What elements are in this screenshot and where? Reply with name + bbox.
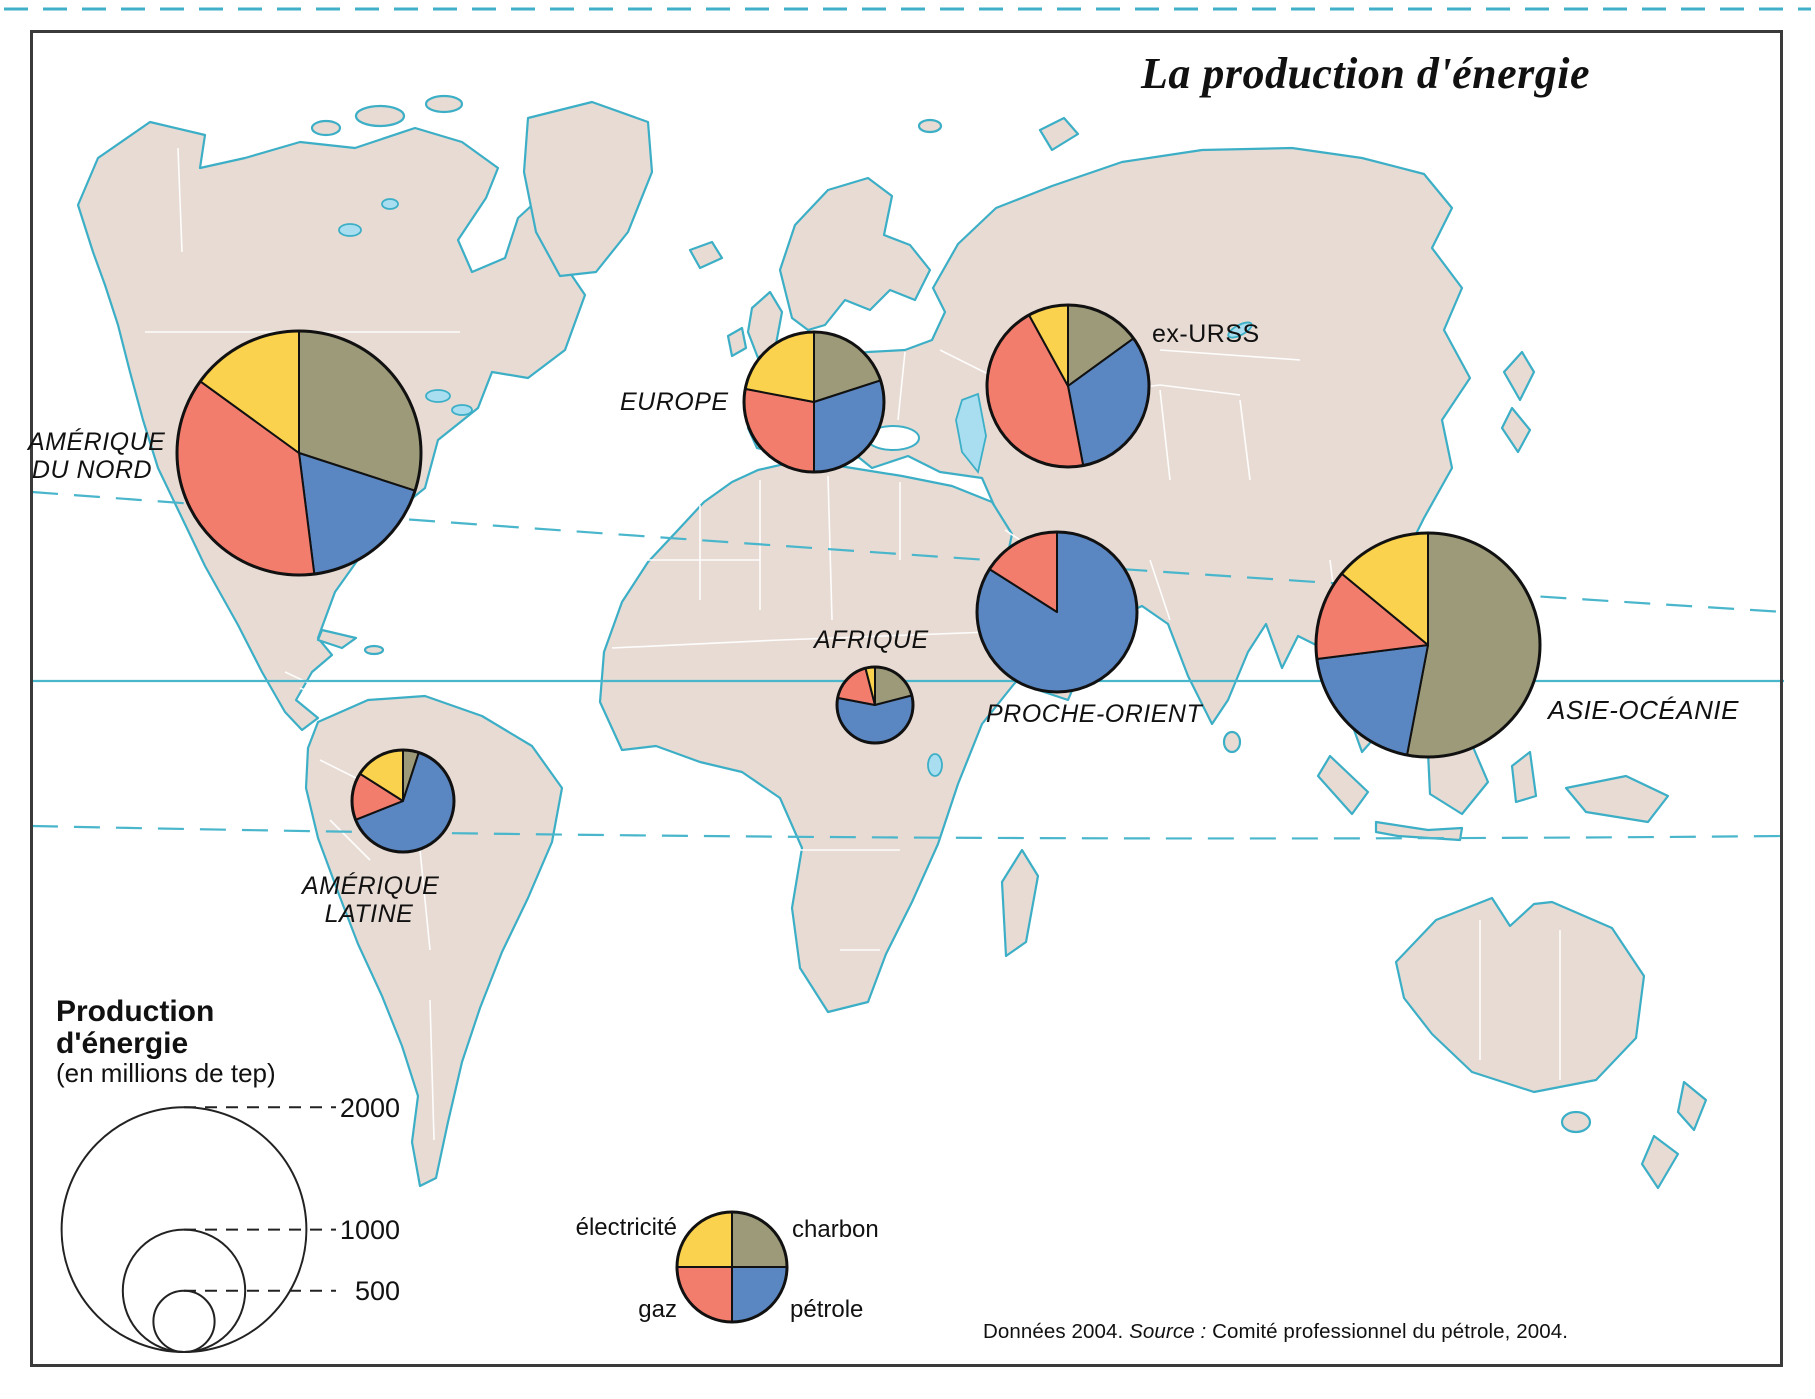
source-note: Données 2004. Source : Comité profession… — [983, 1320, 1568, 1344]
island-sumatra — [1316, 754, 1370, 816]
pie-amerique-du-nord — [175, 329, 423, 577]
size-legend-value-1000: 1000 — [339, 1215, 400, 1245]
size-legend-circle-500 — [152, 1289, 216, 1354]
color-legend-pie — [675, 1210, 789, 1324]
pie-outline — [675, 1210, 789, 1324]
region-label-line: AMÉRIQUE — [28, 428, 166, 456]
lake-arctic-canada — [381, 198, 399, 210]
island-madagascar — [1000, 848, 1040, 958]
region-label-line: ASIE-OCÉANIE — [1548, 695, 1739, 725]
source-note-italic: Source : — [1129, 1320, 1207, 1343]
region-label-line: AFRIQUE — [814, 626, 929, 654]
island-hispaniola — [363, 644, 385, 656]
size-legend-circles — [60, 1106, 336, 1354]
island-arctic-3 — [310, 119, 342, 137]
pie-amerique-latine — [350, 748, 456, 854]
island-arctic-1 — [354, 104, 406, 128]
region-label-line: AMÉRIQUE — [302, 872, 440, 900]
color-legend-label-electricite: électricité — [575, 1214, 677, 1241]
source-note-part1: Données 2004. — [983, 1320, 1130, 1343]
region-label-europe: EUROPE — [620, 388, 729, 416]
island-iceland — [688, 240, 724, 270]
size-legend-value-2000: 2000 — [339, 1093, 400, 1123]
size-legend-value-500: 500 — [354, 1276, 400, 1306]
region-label-afrique: AFRIQUE — [814, 626, 929, 654]
island-ireland — [726, 326, 748, 358]
island-svalbard — [917, 118, 943, 134]
pie-outline — [835, 665, 915, 745]
island-sulawesi — [1510, 750, 1538, 804]
pie-asie-oceanie — [1314, 531, 1542, 759]
island-japan-north — [1502, 350, 1536, 402]
region-label-line: EUROPE — [620, 388, 729, 416]
pie-outline — [985, 303, 1151, 469]
region-label-line: ex-URSS — [1152, 320, 1260, 348]
size-legend-title-line2: d'énergie — [56, 1026, 189, 1060]
lake-great-lakes-2 — [451, 404, 473, 416]
color-legend-label-charbon: charbon — [792, 1216, 879, 1243]
island-japan-south — [1500, 406, 1532, 454]
region-label-proche-orient: PROCHE-ORIENT — [986, 700, 1202, 728]
island-arctic-2 — [424, 94, 464, 114]
lake-great-bear — [338, 223, 362, 237]
size-legend-subtitle: (en millions de tep) — [56, 1058, 276, 1088]
pie-outline — [175, 329, 423, 577]
pie-proche-orient — [975, 530, 1139, 694]
pie-europe — [742, 330, 886, 474]
island-new-guinea — [1564, 774, 1670, 824]
island-new-zealand-north — [1676, 1080, 1708, 1132]
pie-outline — [742, 330, 886, 474]
island-novaya-zemlya — [1038, 116, 1080, 152]
region-label-amerique-latine: AMÉRIQUE LATINE — [302, 872, 440, 928]
island-tasmania — [1560, 1110, 1592, 1134]
lake-great-lakes-1 — [425, 389, 451, 403]
region-label-line: PROCHE-ORIENT — [986, 700, 1203, 728]
landmass-australia — [1394, 896, 1646, 1094]
tropic-of-capricorn-line — [31, 824, 1785, 840]
landmass-greenland — [522, 100, 654, 278]
region-label-amerique-du-nord: AMÉRIQUE DU NORD — [28, 428, 166, 484]
pie-slice-gaz — [742, 387, 815, 473]
pie-outline — [975, 530, 1139, 694]
pie-ex-urss — [985, 303, 1151, 469]
landmass-scandinavia — [778, 176, 932, 332]
region-label-ex-urss: ex-URSS — [1152, 320, 1260, 348]
lakes-layer — [338, 198, 1253, 777]
color-legend-label-gaz: gaz — [638, 1296, 677, 1323]
color-legend-label-petrole: pétrole — [790, 1296, 864, 1323]
charts-layer — [60, 303, 1542, 1354]
lake-baikal — [1227, 321, 1253, 339]
landmass-africa — [598, 458, 1058, 1014]
island-java — [1374, 820, 1464, 842]
pie-afrique — [835, 665, 915, 745]
map-title: La production d'énergie — [1140, 49, 1590, 98]
lake-victoria — [927, 753, 943, 777]
size-legend-title: Production d'énergie — [56, 996, 214, 1059]
island-sri-lanka — [1222, 730, 1242, 754]
pie-outline — [350, 748, 456, 854]
island-cuba — [316, 628, 358, 650]
source-note-part2: Comité professionnel du pétrole, 2004. — [1206, 1320, 1569, 1343]
region-label-line: DU NORD — [31, 456, 153, 484]
size-legend-title-line1: Production — [56, 995, 215, 1028]
island-new-zealand-south — [1640, 1134, 1680, 1190]
lake-caspian — [955, 392, 987, 475]
region-label-asie-oceanie: ASIE-OCÉANIE — [1548, 695, 1739, 725]
region-label-line: LATINE — [324, 900, 414, 928]
pie-outline — [1314, 531, 1542, 759]
